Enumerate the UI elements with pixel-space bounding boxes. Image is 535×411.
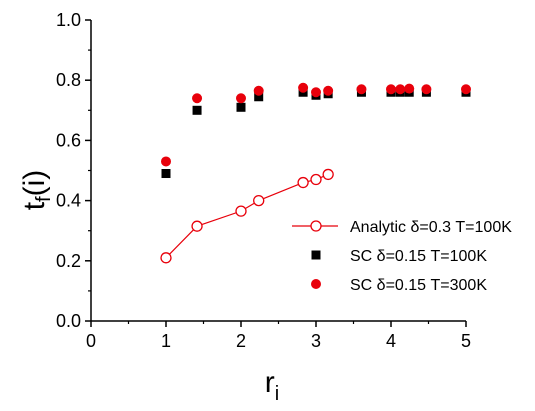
series-1	[160, 168, 334, 264]
y-tick-label: 1.0	[56, 10, 81, 30]
data-point	[356, 84, 367, 95]
data-point	[236, 93, 246, 104]
x-tick-label: 5	[461, 331, 471, 351]
series-2	[161, 87, 471, 179]
x-tick-label: 1	[161, 331, 171, 351]
x-axis-title-sub: i	[275, 383, 279, 405]
legend-entry-2: SC δ=0.15 T=100K	[311, 248, 487, 265]
data-point	[254, 92, 264, 102]
series-3	[161, 82, 471, 167]
y-axis-title-suffix: (i)	[18, 170, 51, 197]
legend-label: SC δ=0.15 T=100K	[350, 248, 487, 265]
y-tick-label: 0.6	[56, 130, 81, 150]
legend-label: Analytic δ=0.3 T=100K	[350, 219, 512, 236]
data-point	[323, 85, 334, 96]
data-point	[253, 85, 264, 96]
data-point	[297, 176, 309, 189]
data-point	[322, 168, 334, 181]
legend: Analytic δ=0.3 T=100K SC δ=0.15 T=100K SC …	[292, 219, 512, 294]
y-tick-label: 0.8	[56, 70, 81, 90]
legend-entry-1: Analytic δ=0.3 T=100K	[292, 219, 512, 236]
y-axis-title-main: t	[18, 201, 51, 210]
ticks: 0 1 2 3 4 5 0.0 0.2 0.4 0.6 0.8 1.0	[56, 10, 471, 351]
data-point	[161, 169, 171, 179]
legend-marker	[310, 220, 322, 232]
legend-label: SC δ=0.15 T=300K	[350, 277, 487, 294]
x-axis-title: ri	[265, 366, 279, 405]
y-tick-label: 0.0	[56, 311, 81, 331]
data-point	[160, 252, 172, 264]
data-point	[461, 84, 471, 95]
data-point	[310, 173, 322, 186]
legend-marker	[311, 279, 321, 289]
x-axis-title-main: r	[265, 366, 275, 399]
data-point	[404, 83, 415, 94]
data-point	[311, 87, 321, 98]
x-tick-label: 2	[236, 331, 246, 351]
x-tick-label: 4	[386, 331, 396, 351]
data-point	[192, 93, 203, 104]
y-tick-label: 0.2	[56, 251, 81, 271]
data-point	[191, 220, 203, 232]
y-tick-label: 0.4	[56, 191, 81, 211]
x-tick-label: 3	[311, 331, 321, 351]
data-point	[298, 82, 309, 93]
legend-marker	[311, 250, 321, 260]
legend-entry-3: SC δ=0.15 T=300K	[311, 277, 487, 294]
data-point	[421, 84, 432, 95]
data-point	[192, 105, 202, 115]
data-point	[235, 205, 247, 217]
data-point	[161, 156, 171, 167]
data-point	[395, 84, 406, 95]
plot-area	[160, 82, 471, 264]
axes	[90, 20, 466, 322]
x-tick-label: 0	[86, 331, 96, 351]
data-point	[236, 102, 246, 112]
y-axis-title: tf(i)	[18, 170, 55, 211]
data-point	[386, 84, 396, 95]
y-axis-title-sub: f	[33, 196, 55, 202]
data-point	[253, 194, 265, 207]
